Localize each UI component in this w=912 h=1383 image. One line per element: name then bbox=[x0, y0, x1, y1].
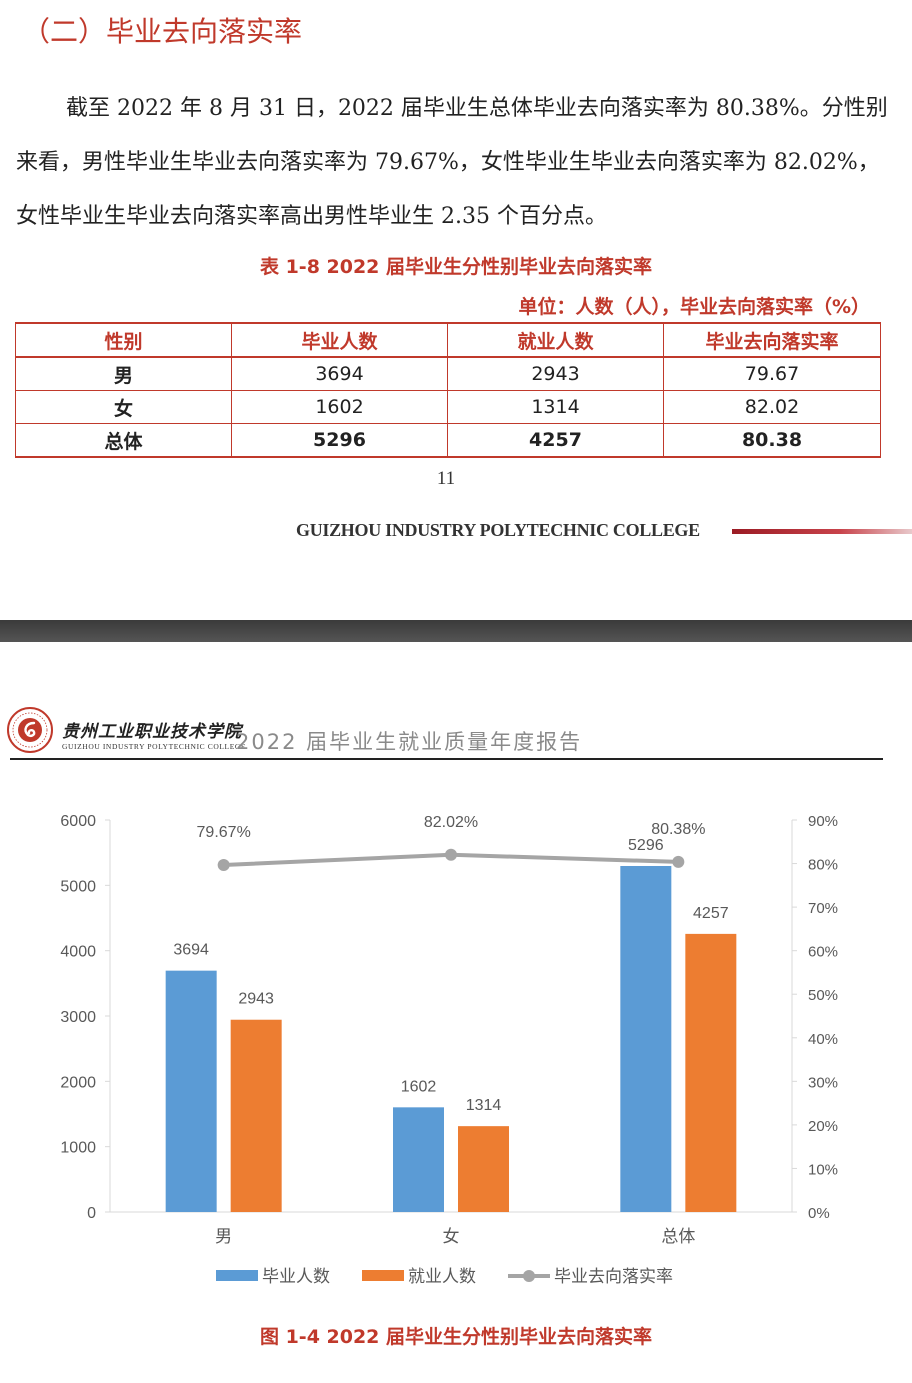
table-cell: 1602 bbox=[231, 390, 448, 424]
table-row: 女 1602 1314 82.02 bbox=[15, 390, 881, 424]
table-header-cell: 就业人数 bbox=[447, 322, 664, 358]
legend-label: 毕业去向落实率 bbox=[554, 1267, 673, 1286]
rate-data-label: 82.02% bbox=[424, 814, 478, 831]
table-title: 表 1-8 2022 届毕业生分性别毕业去向落实率 bbox=[259, 256, 653, 278]
logo-chinese-name: 贵州工业职业技术学院 bbox=[62, 722, 242, 742]
bar-data-label: 3694 bbox=[173, 942, 209, 959]
right-axis-tick-label: 80% bbox=[808, 857, 838, 874]
bar-data-label: 1602 bbox=[401, 1078, 437, 1095]
footer-college-name: GUIZHOU INDUSTRY POLYTECHNIC COLLEGE bbox=[296, 520, 700, 540]
combo-chart: 0 1000 2000 3000 4000 5000 6000 0% 10% 20% 30% 40% 5… bbox=[60, 813, 838, 1286]
body-paragraph: 截至 2022 年 8 月 31 日，2022 届毕业生总体毕业去向落实率为 8… bbox=[16, 96, 888, 229]
table-row: 男 3694 2943 79.67 bbox=[15, 356, 881, 391]
bar-employed bbox=[458, 1126, 509, 1212]
page-divider bbox=[0, 620, 912, 642]
table-cell: 5296 bbox=[231, 423, 448, 458]
bar-data-label: 1314 bbox=[466, 1097, 502, 1114]
rate-data-label: 80.38% bbox=[651, 821, 705, 838]
table-cell: 男 bbox=[15, 356, 232, 391]
legend-marker bbox=[523, 1270, 535, 1282]
right-axis-tick-label: 40% bbox=[808, 1031, 838, 1048]
table-cell: 3694 bbox=[231, 356, 448, 391]
footer-accent-bar bbox=[732, 529, 912, 534]
bar-graduates bbox=[393, 1107, 444, 1212]
x-axis-category-label: 女 bbox=[443, 1227, 460, 1246]
report-title: 2022 届毕业生就业质量年度报告 bbox=[236, 730, 583, 754]
legend-label: 就业人数 bbox=[408, 1267, 476, 1286]
right-axis-tick-label: 50% bbox=[808, 987, 838, 1004]
left-axis-tick-label: 4000 bbox=[60, 944, 96, 961]
x-axis-category-label: 总体 bbox=[661, 1227, 695, 1246]
left-axis-tick-label: 3000 bbox=[60, 1009, 96, 1026]
header-rule bbox=[10, 758, 883, 760]
table-header-cell: 性别 bbox=[15, 322, 232, 358]
table-header-row: 性别 毕业人数 就业人数 毕业去向落实率 bbox=[15, 322, 881, 358]
table-unit: 单位：人数（人），毕业去向落实率（%） bbox=[518, 296, 870, 318]
data-table: 性别 毕业人数 就业人数 毕业去向落实率 男 3694 2943 79.67 女… bbox=[15, 322, 881, 458]
table-cell: 1314 bbox=[447, 390, 664, 424]
left-axis-tick-label: 2000 bbox=[60, 1074, 96, 1091]
table-cell: 女 bbox=[15, 390, 232, 424]
table-cell: 82.02 bbox=[663, 390, 881, 424]
right-axis-tick-label: 60% bbox=[808, 944, 838, 961]
legend-swatch bbox=[216, 1270, 258, 1281]
right-axis-tick-label: 90% bbox=[808, 813, 838, 830]
bar-employed bbox=[685, 933, 737, 1212]
rate-point bbox=[672, 855, 685, 868]
left-axis-tick-label: 1000 bbox=[60, 1140, 96, 1157]
logo-english-name: GUIZHOU INDUSTRY POLYTECHNIC COLLEGE bbox=[62, 742, 247, 751]
section-heading: （二）毕业去向落实率 bbox=[22, 15, 303, 48]
college-logo-icon bbox=[7, 707, 53, 753]
table-cell: 80.38 bbox=[663, 423, 881, 458]
left-axis-tick-label: 0 bbox=[87, 1205, 96, 1222]
bar-data-label: 2943 bbox=[238, 991, 274, 1008]
right-axis-tick-label: 70% bbox=[808, 900, 838, 917]
left-axis-tick-label: 6000 bbox=[60, 813, 96, 830]
table-cell: 79.67 bbox=[663, 356, 881, 391]
bar-data-label: 4257 bbox=[693, 905, 729, 922]
table-row: 总体 5296 4257 80.38 bbox=[15, 423, 881, 458]
table-cell: 总体 bbox=[15, 423, 232, 458]
bar-graduates bbox=[620, 865, 672, 1212]
bar-data-label: 5296 bbox=[628, 837, 664, 854]
figure-caption: 图 1-4 2022 届毕业生分性别毕业去向落实率 bbox=[259, 1326, 653, 1348]
table-cell: 4257 bbox=[447, 423, 664, 458]
right-axis-tick-label: 10% bbox=[808, 1161, 838, 1178]
table-header-cell: 毕业去向落实率 bbox=[663, 322, 881, 358]
right-axis-tick-label: 20% bbox=[808, 1118, 838, 1135]
table-cell: 2943 bbox=[447, 356, 664, 391]
x-axis-category-label: 男 bbox=[215, 1227, 232, 1246]
legend-swatch bbox=[362, 1270, 404, 1281]
rate-point bbox=[445, 848, 457, 861]
rate-point bbox=[217, 858, 230, 871]
page-number: 11 bbox=[436, 468, 456, 489]
left-axis-tick-label: 5000 bbox=[60, 878, 96, 895]
bar-employed bbox=[230, 1019, 282, 1212]
rate-data-label: 79.67% bbox=[197, 824, 251, 841]
right-axis-tick-label: 30% bbox=[808, 1074, 838, 1091]
legend-label: 毕业人数 bbox=[262, 1267, 330, 1286]
right-axis-tick-label: 0% bbox=[808, 1205, 830, 1222]
bar-graduates bbox=[165, 970, 217, 1212]
table-header-cell: 毕业人数 bbox=[231, 322, 448, 358]
